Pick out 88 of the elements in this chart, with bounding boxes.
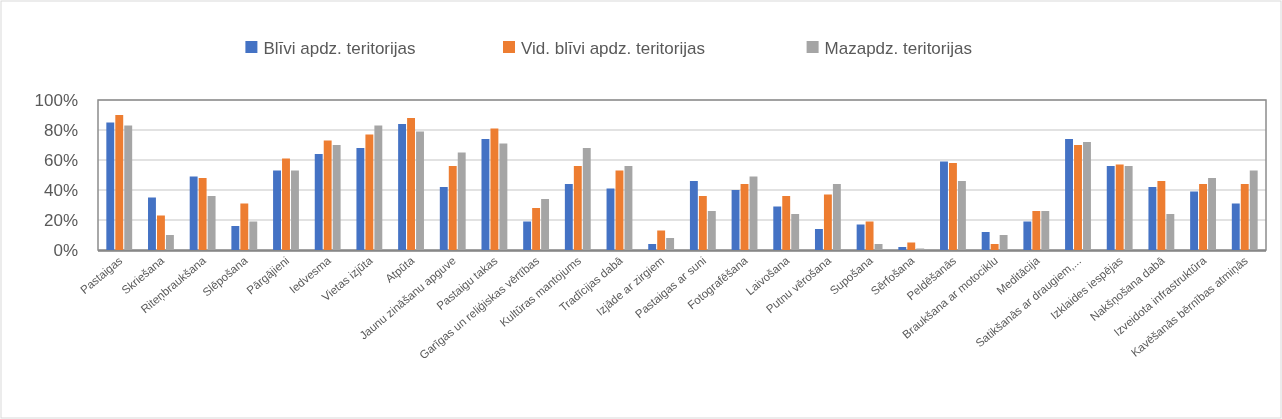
bar: [407, 118, 415, 250]
bar: [698, 196, 707, 250]
bar: [791, 214, 800, 250]
bar: [957, 181, 966, 250]
bar: [1065, 139, 1073, 250]
bar: [416, 131, 424, 250]
bar: [657, 230, 666, 250]
y-tick-label: 100%: [34, 90, 78, 110]
bar: [814, 229, 823, 250]
bar: [874, 244, 883, 250]
bar: [1023, 221, 1032, 250]
y-tick-label: 60%: [43, 150, 78, 170]
bar: [907, 242, 916, 250]
bar: [323, 140, 332, 250]
bar: [532, 208, 541, 250]
bar: [148, 197, 156, 250]
bar: [731, 190, 740, 250]
bar: [439, 187, 448, 250]
bar: [1148, 187, 1157, 250]
bar: [666, 238, 675, 250]
bar: [124, 125, 133, 250]
bar: [949, 163, 957, 250]
bar: [832, 184, 841, 250]
bar: [249, 221, 258, 250]
y-tick-label: 80%: [43, 120, 78, 140]
legend-label: Mazapdz. teritorijas: [824, 38, 972, 58]
legend-label: Vid. blīvi apdz. teritorijas: [521, 38, 705, 58]
bar: [689, 181, 698, 250]
bar: [207, 196, 216, 250]
bar: [564, 184, 573, 250]
bar: [157, 215, 165, 250]
bar: [231, 226, 240, 250]
bar: [374, 125, 383, 250]
bar: [273, 170, 281, 250]
bar: [865, 221, 874, 250]
bar: [582, 148, 591, 250]
bar: [707, 211, 716, 250]
bar: [1208, 178, 1216, 250]
bar: [499, 143, 508, 250]
bar: [314, 154, 323, 250]
bar: [481, 139, 490, 250]
bar: [457, 152, 466, 250]
bar: [624, 166, 633, 250]
bar: [1115, 164, 1124, 250]
bar: [981, 232, 990, 250]
bar: [648, 244, 657, 250]
bar: [282, 158, 290, 250]
bar: [398, 124, 407, 250]
y-tick-label: 0%: [53, 240, 78, 260]
bar: [1124, 166, 1133, 250]
bar: [490, 128, 499, 250]
bar: [856, 224, 865, 250]
bar: [240, 203, 249, 250]
bar: [573, 166, 582, 250]
bar: [823, 194, 832, 250]
bar: [365, 134, 374, 250]
bar: [773, 206, 782, 250]
bar: [1083, 142, 1091, 250]
y-tick-label: 20%: [43, 210, 78, 230]
bar: [1240, 184, 1249, 250]
bar: [332, 145, 341, 250]
bar: [1166, 214, 1175, 250]
bar: [999, 235, 1008, 250]
bar: [165, 235, 174, 250]
bar: [1190, 191, 1199, 250]
bar: [541, 199, 550, 250]
bar: [1041, 211, 1050, 250]
bar: [1157, 181, 1166, 250]
bar: [1106, 166, 1115, 250]
y-tick-label: 40%: [43, 180, 78, 200]
bar: [1032, 211, 1041, 250]
bar: [1231, 203, 1240, 250]
bar: [356, 148, 365, 250]
bar: [782, 196, 791, 250]
bar: [198, 178, 207, 250]
bar: [898, 247, 907, 250]
bar: [1199, 184, 1208, 250]
bar: [106, 122, 115, 250]
bar: [940, 161, 948, 250]
bar: [291, 170, 299, 250]
bar: [990, 244, 999, 250]
legend-label: Blīvi apdz. teritorijas: [263, 38, 416, 58]
bar: [189, 176, 198, 250]
bar: [1074, 145, 1082, 250]
bar: [448, 166, 457, 250]
bar: [1249, 170, 1258, 250]
bar: [523, 221, 532, 250]
bar: [115, 115, 124, 250]
